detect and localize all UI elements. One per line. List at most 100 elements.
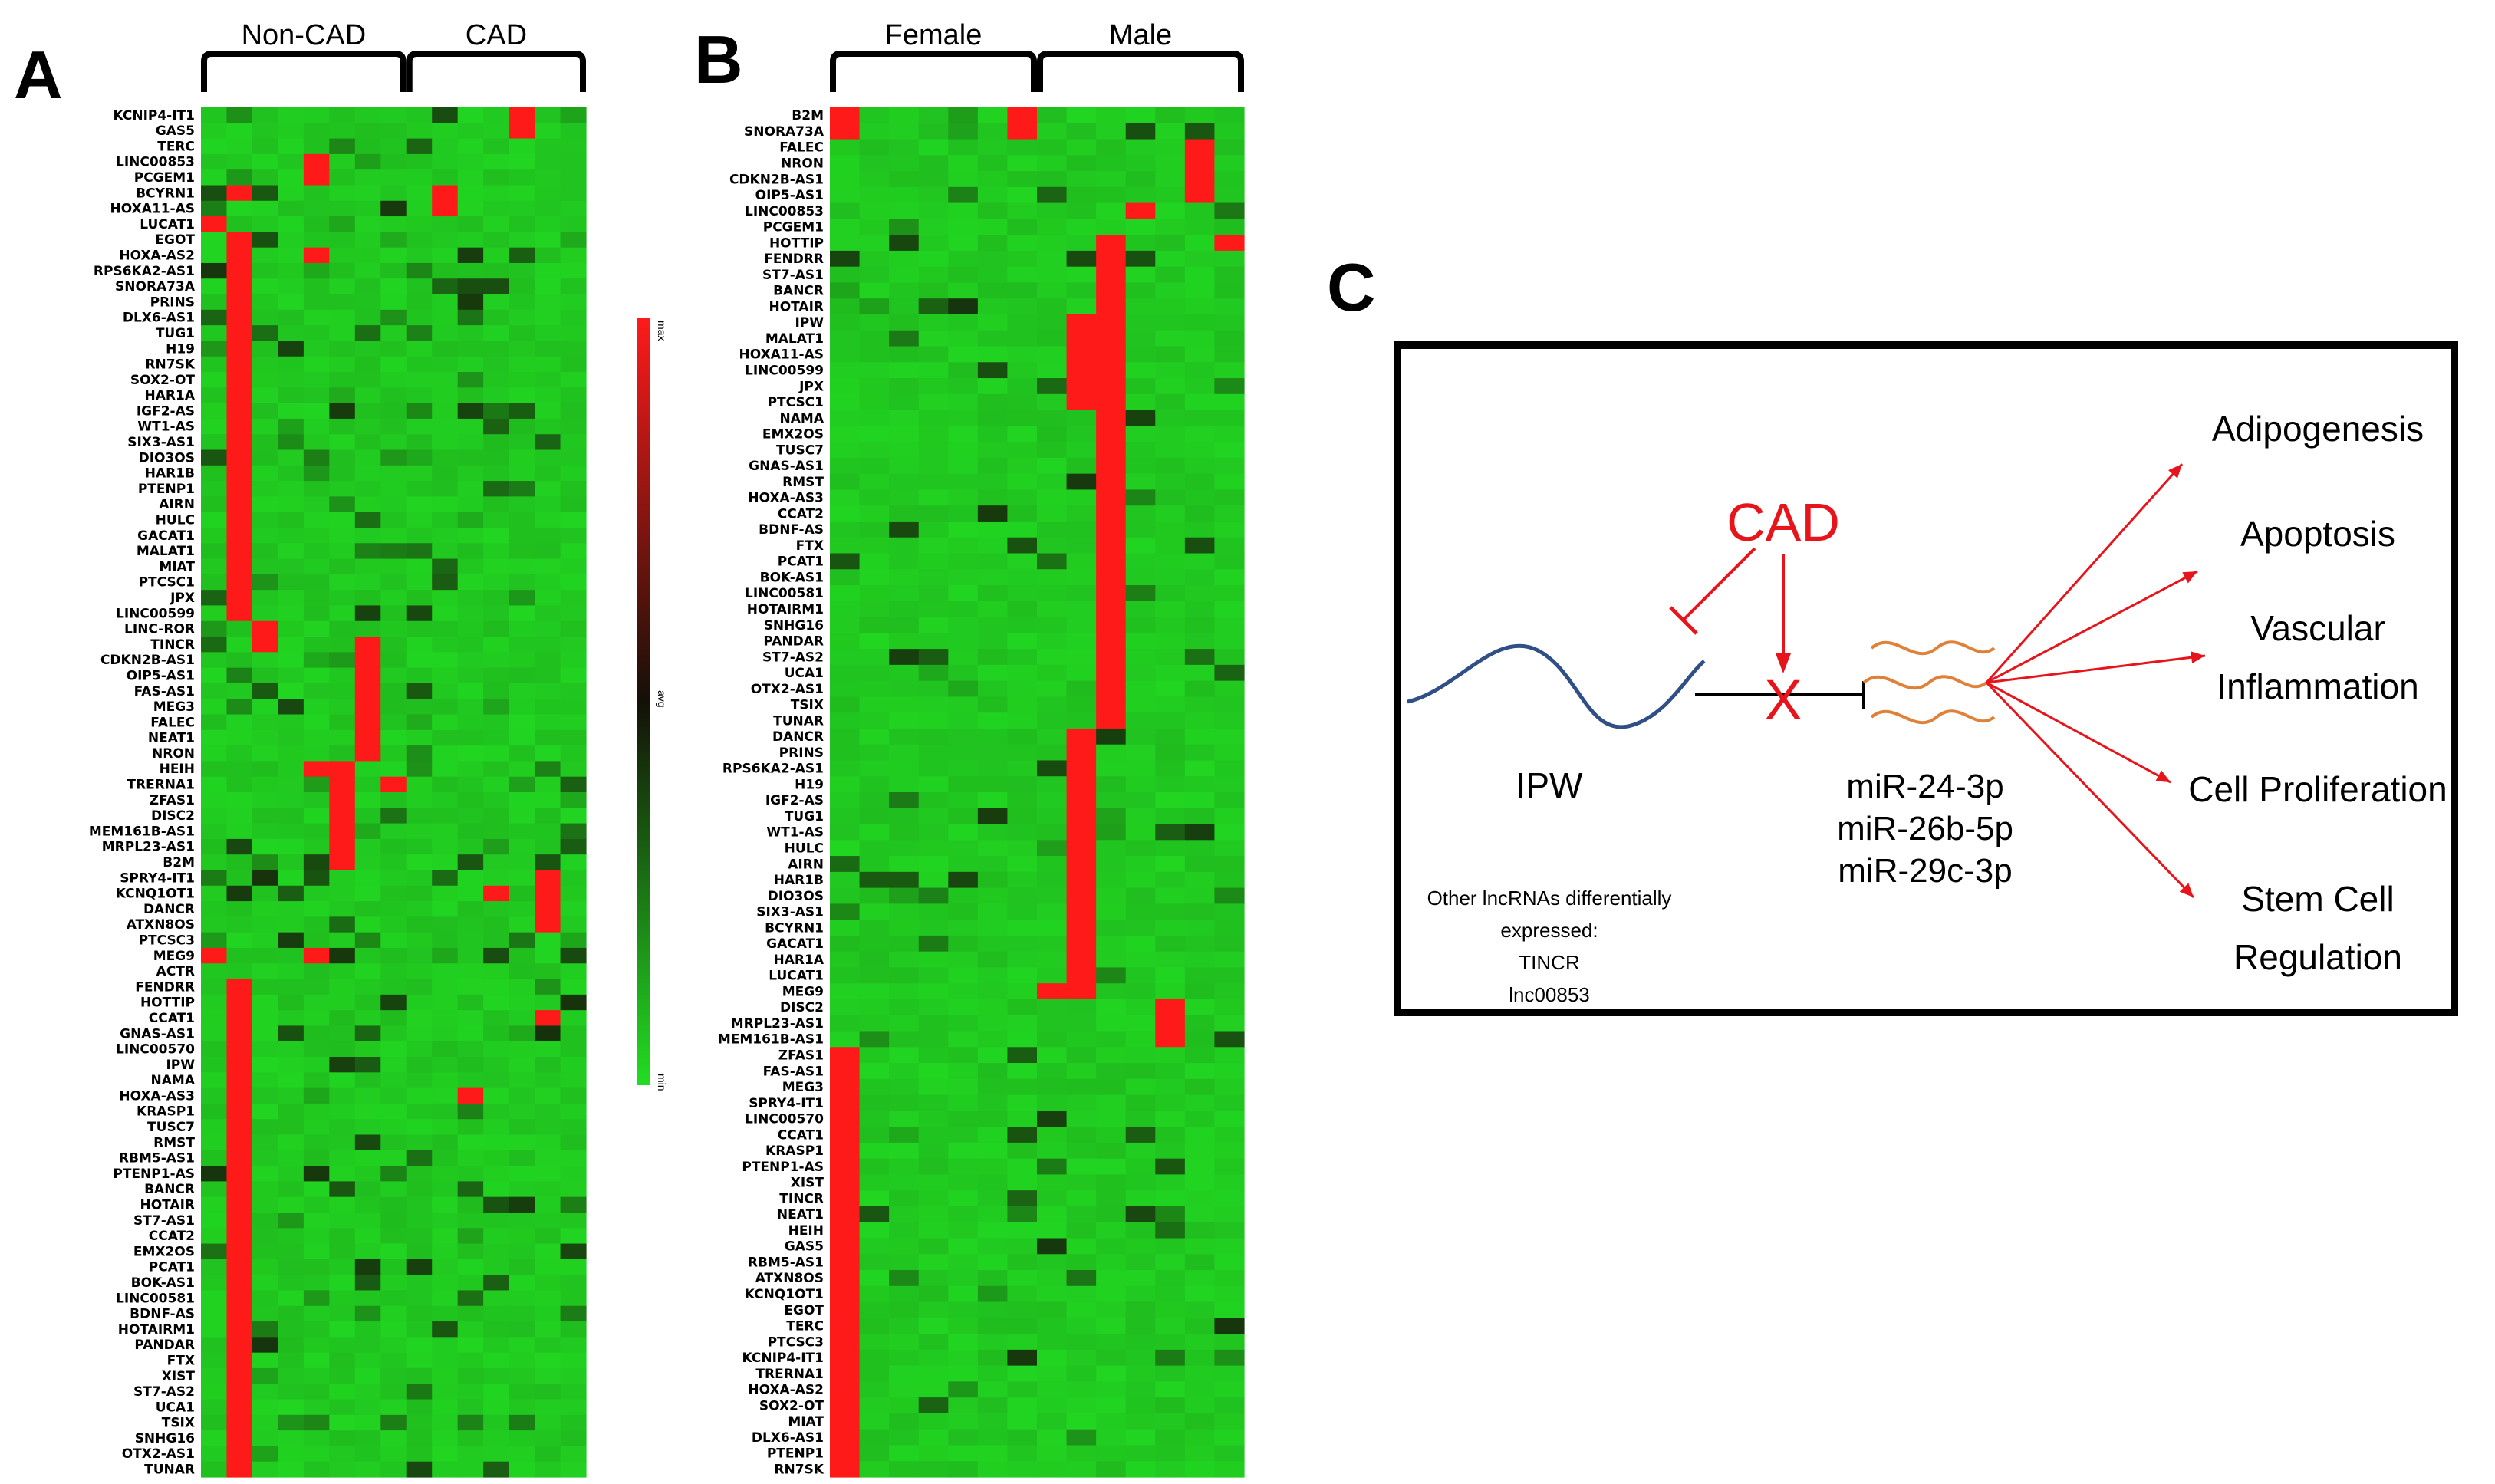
heatB-cell — [830, 856, 861, 873]
heatB-cell — [1184, 107, 1216, 124]
heatB-cell — [977, 1142, 1009, 1160]
heatB-cell — [1066, 1047, 1097, 1064]
heatA-cell — [560, 512, 587, 528]
heatB-cell — [1155, 442, 1186, 459]
heatA-cell — [303, 994, 330, 1011]
heatB-cell — [1096, 1158, 1127, 1176]
heatA-cell — [380, 185, 407, 202]
heatB-cell — [1184, 1127, 1216, 1143]
heatB-cell — [1096, 442, 1127, 459]
heatA-cell — [483, 1134, 510, 1151]
heatB-cell — [918, 1063, 949, 1080]
heatA-cell — [560, 1430, 587, 1447]
heatB-cell — [1214, 1078, 1245, 1096]
heatB-cell — [859, 266, 890, 284]
heatB-gene-label: PTCSC3 — [768, 1334, 824, 1350]
heatB-cell — [1007, 887, 1038, 904]
heatA-cell — [457, 1010, 484, 1027]
heatA-cell — [432, 1181, 459, 1198]
heatA-cell — [560, 543, 587, 560]
heatA-cell — [303, 854, 330, 871]
heatA-cell — [406, 1414, 433, 1431]
heatA-cell — [303, 1181, 330, 1198]
heatB-cell — [1007, 1063, 1038, 1080]
heatA-cell — [252, 1166, 278, 1182]
heatA-cell — [303, 808, 330, 824]
heatA-cell — [535, 1010, 561, 1027]
heatB-cell — [948, 1238, 979, 1255]
heatB-cell — [948, 712, 979, 729]
heatA-cell — [278, 1243, 304, 1260]
heatA-gene-label: PTENP1-AS — [113, 1166, 195, 1182]
heatB-cell — [1125, 824, 1156, 841]
heatB-cell — [859, 250, 890, 268]
heatA-gene-label: HOTTIP — [140, 995, 195, 1011]
heatA-cell — [303, 185, 330, 202]
heatB-cell — [918, 935, 949, 953]
heatA-cell — [329, 1259, 356, 1275]
heatB-cell — [1066, 633, 1097, 650]
target-arrow-line — [1986, 570, 2198, 684]
heatA-cell — [354, 838, 381, 855]
heatB-cell — [977, 1190, 1009, 1207]
heatA-gene-label: HOXA-AS3 — [119, 1088, 195, 1104]
heatA-cell — [406, 1041, 433, 1058]
heatA-cell — [483, 1166, 510, 1182]
heatA-cell — [406, 963, 433, 980]
heatB-gene-label: DANCR — [772, 729, 824, 745]
heatB-cell — [1155, 1111, 1186, 1127]
heatB-cell — [830, 951, 861, 969]
heatB-cell — [1066, 696, 1097, 713]
heatA-cell — [380, 854, 407, 871]
target-arrow-line — [1985, 681, 2195, 899]
heatA-cell — [509, 1290, 535, 1307]
heatB-cell — [977, 362, 1009, 379]
heatB-cell — [1155, 824, 1186, 841]
heatB-gene-label: FAS-AS1 — [763, 1064, 824, 1079]
heatB-cell — [948, 887, 979, 904]
heatA-cell — [303, 1337, 330, 1354]
heatA-cell — [509, 496, 535, 513]
heatA-cell — [278, 200, 304, 217]
heatB-cell — [830, 1031, 861, 1048]
heatA-cell — [483, 1367, 510, 1384]
heatA-cell — [278, 325, 304, 342]
heatB-cell — [1037, 664, 1068, 682]
heatA-cell — [380, 418, 407, 435]
heatB-cell — [1037, 824, 1068, 841]
heatA-cell — [278, 403, 304, 420]
heatA-gene-label: PCGEM1 — [134, 170, 195, 186]
heatA-cell — [406, 356, 433, 373]
heatB-cell — [859, 1015, 890, 1032]
heatA-cell — [380, 776, 407, 793]
heatB-cell — [1155, 1270, 1186, 1287]
heatA-cell — [226, 1150, 253, 1166]
heatA-cell — [303, 1243, 330, 1260]
heatB-cell — [1214, 983, 1245, 1000]
heatB-cell — [948, 1349, 979, 1367]
heatB-cell — [1214, 171, 1245, 188]
heatB-cell — [948, 1015, 979, 1032]
heatB-cell — [859, 1381, 890, 1398]
heatA-cell — [560, 123, 587, 140]
heatB-gene-label: LINC00581 — [745, 586, 824, 601]
heatA-cell — [509, 123, 535, 140]
heatB-cell — [1155, 1063, 1186, 1080]
heatA-cell — [354, 434, 381, 451]
heatA-cell — [406, 1384, 433, 1400]
heatA-cell — [380, 356, 407, 373]
heatA-cell — [483, 1010, 510, 1027]
heatB-cell — [1096, 696, 1127, 713]
heatA-gene-label: PRINS — [150, 294, 195, 310]
heatA-cell — [509, 1384, 535, 1400]
heatB-cell — [1125, 585, 1156, 602]
heatB-gene-label: GACAT1 — [766, 936, 824, 952]
heatA-cell — [432, 870, 459, 887]
heatB-cell — [1184, 426, 1216, 443]
heatB-cell — [1125, 442, 1156, 459]
heatA-cell — [354, 1259, 381, 1275]
heatA-cell — [560, 761, 587, 778]
heatB-gene-label: NRON — [781, 156, 824, 172]
heatA-cell — [483, 200, 510, 217]
heatB-cell — [1214, 282, 1245, 299]
